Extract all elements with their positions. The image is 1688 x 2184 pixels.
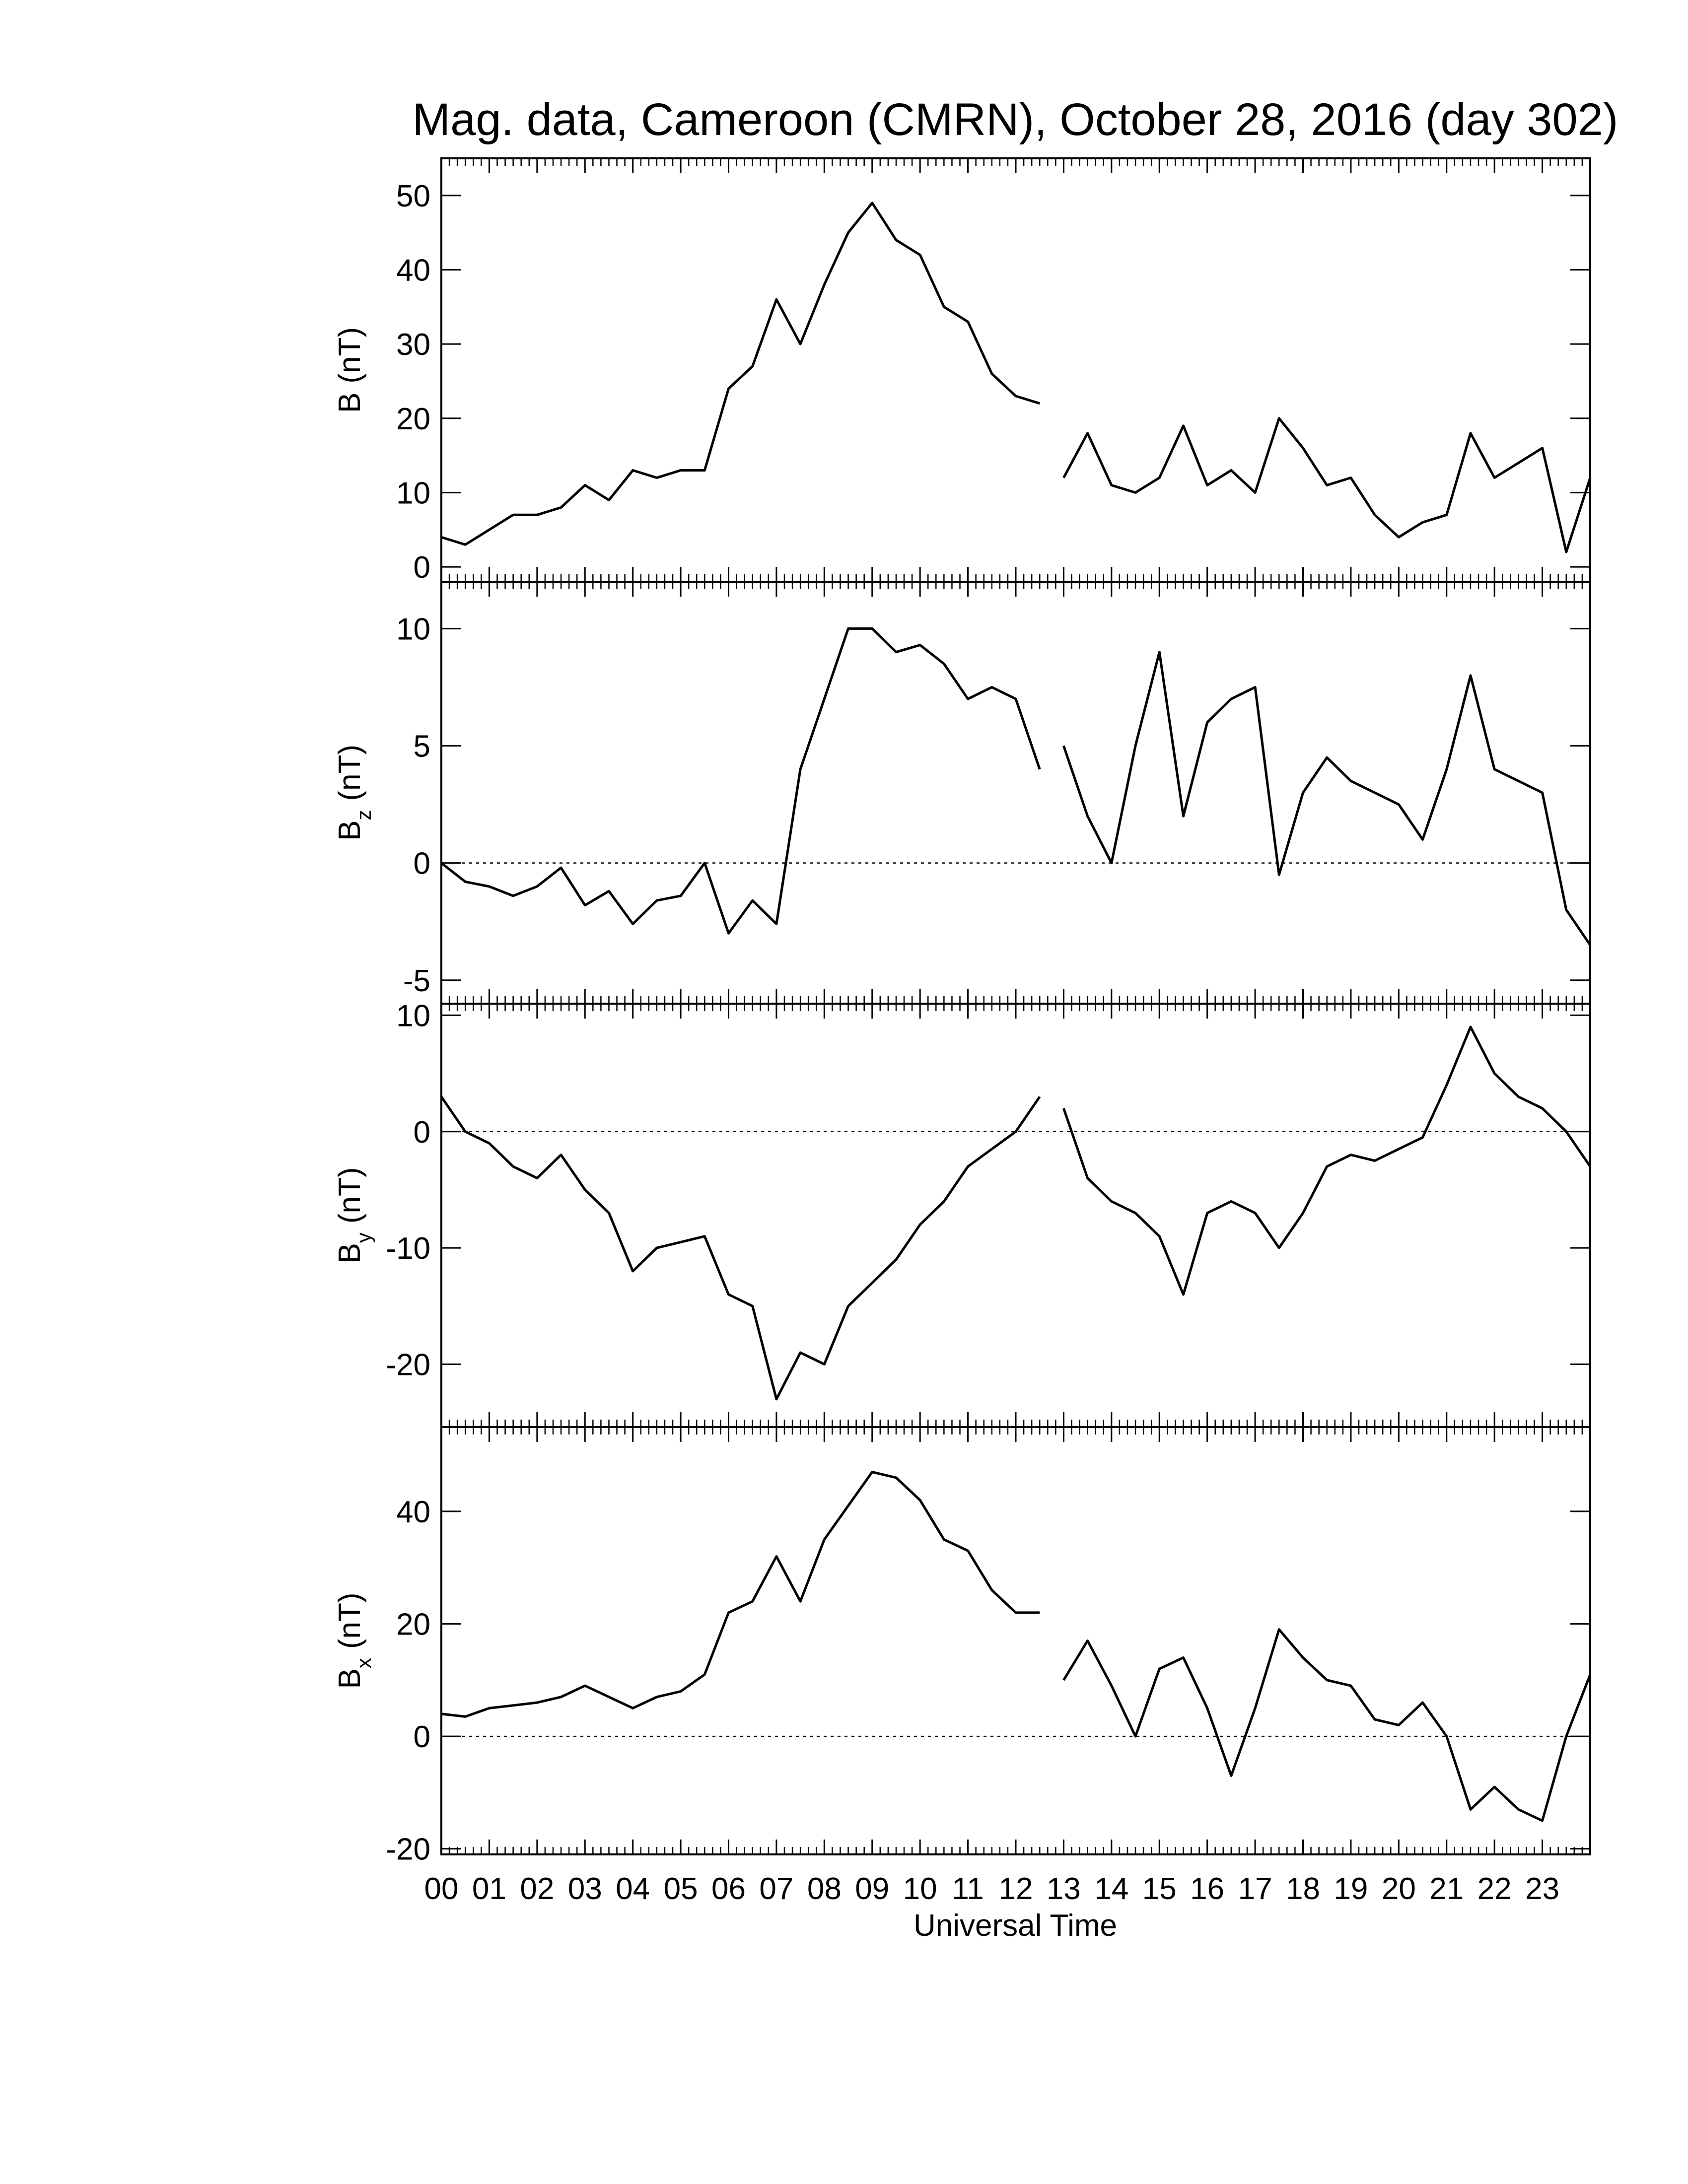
- x-tick-label: 09: [855, 1872, 889, 1906]
- plot-frame: [440, 581, 1591, 1005]
- y-tick-label: 20: [396, 1608, 430, 1642]
- x-tick-label: 05: [664, 1872, 698, 1906]
- y-tick-label: 10: [396, 612, 430, 646]
- y-tick-label: 30: [396, 328, 430, 362]
- y-axis-label: Bz (nT): [333, 745, 375, 841]
- x-tick-label: 12: [999, 1872, 1033, 1906]
- x-tick-label: 18: [1286, 1872, 1320, 1906]
- y-tick-label: -20: [386, 1833, 430, 1867]
- y-tick-label: 0: [414, 1720, 430, 1754]
- y-tick-label: 40: [396, 253, 430, 287]
- x-tick-label: 19: [1334, 1872, 1368, 1906]
- x-tick-label: 02: [520, 1872, 554, 1906]
- data-line: [441, 202, 1592, 553]
- y-label-main: B: [333, 1668, 367, 1689]
- x-tick-label: 16: [1190, 1872, 1224, 1906]
- y-label-unit: (nT): [333, 327, 367, 384]
- x-tick-label: 08: [807, 1872, 842, 1906]
- plot-frame: [440, 1426, 1591, 1855]
- y-tick-label: -5: [403, 964, 430, 998]
- x-axis-label: Universal Time: [914, 1909, 1117, 1943]
- y-tick-label: 50: [396, 179, 430, 213]
- y-label-sub: x: [352, 1658, 375, 1668]
- y-tick-label: 10: [396, 476, 430, 510]
- x-tick-label: 07: [759, 1872, 793, 1906]
- data-line: [441, 1471, 1592, 1822]
- x-tick-label: 06: [711, 1872, 746, 1906]
- x-tick-label: 00: [424, 1872, 459, 1906]
- x-tick-label: 10: [903, 1872, 937, 1906]
- y-tick-label: 20: [396, 402, 430, 436]
- y-axis-label: B (nT): [333, 327, 367, 413]
- x-tick-label: 04: [616, 1872, 650, 1906]
- x-tick-label: 22: [1477, 1872, 1512, 1906]
- x-tick-label: 11: [952, 1872, 984, 1906]
- x-tick-label: 20: [1382, 1872, 1416, 1906]
- y-label-main: B: [333, 393, 367, 413]
- data-line: [440, 627, 1592, 946]
- y-label-main: B: [333, 1243, 367, 1263]
- y-label-main: B: [333, 820, 367, 841]
- y-label-sub: z: [352, 810, 375, 820]
- data-line: [440, 1025, 1592, 1401]
- x-tick-label: 03: [568, 1872, 602, 1906]
- y-axis-label: Bx (nT): [333, 1592, 375, 1689]
- y-tick-label: -20: [386, 1348, 430, 1382]
- y-label-unit: (nT): [333, 745, 367, 801]
- x-tick-label: 23: [1525, 1872, 1559, 1906]
- y-tick-label: -10: [386, 1231, 430, 1266]
- y-label-sub: y: [352, 1232, 375, 1243]
- x-tick-label: 13: [1047, 1872, 1081, 1906]
- chart-title: Mag. data, Cameroon (CMRN), October 28, …: [413, 94, 1618, 145]
- plot-frame: [440, 1003, 1591, 1428]
- x-tick-label: 14: [1094, 1872, 1128, 1906]
- y-tick-label: 40: [396, 1495, 430, 1529]
- y-tick-label: 0: [414, 550, 430, 585]
- y-tick-label: 5: [414, 730, 430, 764]
- x-tick-label: 21: [1429, 1872, 1464, 1906]
- y-tick-label: 0: [414, 1115, 430, 1150]
- y-label-unit: (nT): [333, 1167, 367, 1224]
- y-label-unit: (nT): [333, 1592, 367, 1649]
- y-axis-label: By (nT): [333, 1167, 375, 1263]
- plot-frame: [440, 157, 1591, 583]
- x-tick-label: 17: [1238, 1872, 1272, 1906]
- x-tick-label: 15: [1142, 1872, 1177, 1906]
- x-tick-label: 01: [472, 1872, 506, 1906]
- y-tick-label: 10: [396, 999, 430, 1033]
- y-tick-label: 0: [414, 847, 430, 881]
